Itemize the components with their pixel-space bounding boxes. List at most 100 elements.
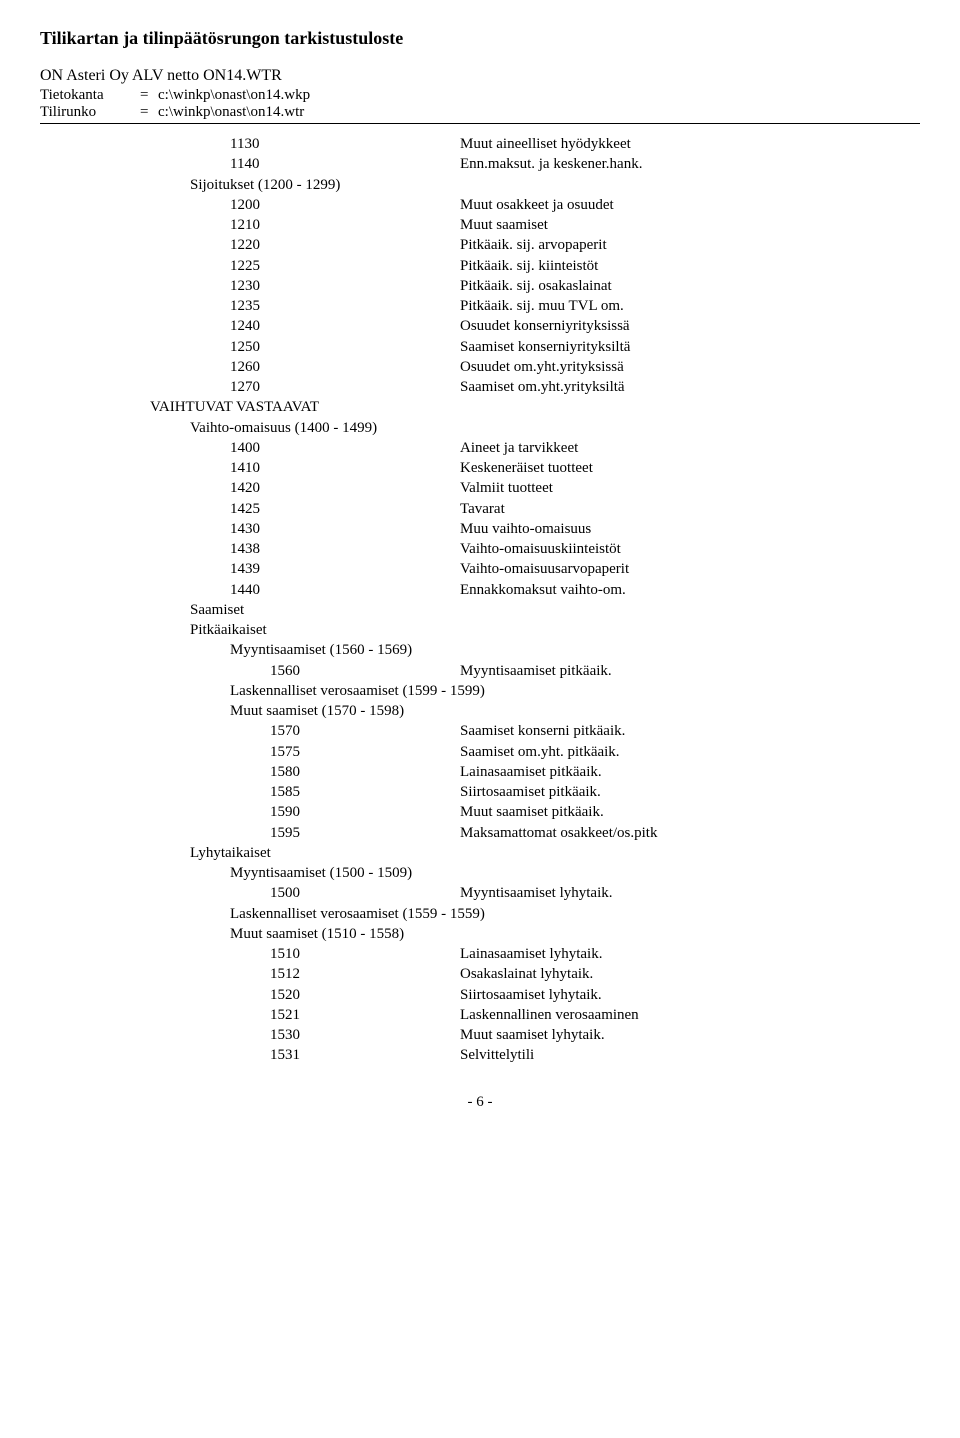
account-label: Pitkäaik. sij. osakaslainat (460, 276, 920, 296)
account-row: 1575Saamiset om.yht. pitkäaik. (150, 742, 920, 762)
account-code: 1420 (230, 478, 460, 498)
account-row: Saamiset (150, 600, 920, 620)
account-label: Enn.maksut. ja keskener.hank. (460, 154, 920, 174)
account-code: 1521 (270, 1005, 460, 1025)
account-row: 1200Muut osakkeet ja osuudet (150, 195, 920, 215)
account-label: Saamiset om.yht. pitkäaik. (460, 742, 920, 762)
section-header: Muut saamiset (1510 - 1558) (150, 924, 404, 944)
section-header: Pitkäaikaiset (150, 620, 267, 640)
account-code: 1580 (270, 762, 460, 782)
account-code: 1260 (230, 357, 460, 377)
account-row: Pitkäaikaiset (150, 620, 920, 640)
account-code: 1270 (230, 377, 460, 397)
account-label: Osakaslainat lyhytaik. (460, 964, 920, 984)
account-code: 1140 (230, 154, 460, 174)
account-row: 1260Osuudet om.yht.yrityksissä (150, 357, 920, 377)
meta-label-tietokanta: Tietokanta (40, 87, 140, 104)
account-row: 1230Pitkäaik. sij. osakaslainat (150, 276, 920, 296)
account-row: Laskennalliset verosaamiset (1559 - 1559… (150, 904, 920, 924)
account-row: 1580Lainasaamiset pitkäaik. (150, 762, 920, 782)
account-code: 1220 (230, 235, 460, 255)
meta-value-tilirunko: c:\winkp\onast\on14.wtr (158, 104, 304, 121)
page-number: - 6 - (40, 1094, 920, 1111)
account-code: 1520 (270, 985, 460, 1005)
account-code: 1585 (270, 782, 460, 802)
account-label: Saamiset konserniyrityksiltä (460, 337, 920, 357)
account-row: 1250Saamiset konserniyrityksiltä (150, 337, 920, 357)
divider (40, 123, 920, 124)
section-header: Vaihto-omaisuus (1400 - 1499) (150, 418, 377, 438)
account-label: Keskeneräiset tuotteet (460, 458, 920, 478)
account-row: 1410Keskeneräiset tuotteet (150, 458, 920, 478)
account-label: Muut saamiset pitkäaik. (460, 802, 920, 822)
account-row: 1210Muut saamiset (150, 215, 920, 235)
account-label: Muu vaihto-omaisuus (460, 519, 920, 539)
account-row: 1521Laskennallinen verosaaminen (150, 1005, 920, 1025)
account-label: Maksamattomat osakkeet/os.pitk (460, 823, 920, 843)
account-label: Myyntisaamiset lyhytaik. (460, 883, 920, 903)
account-row: 1220Pitkäaik. sij. arvopaperit (150, 235, 920, 255)
account-row: 1425Tavarat (150, 499, 920, 519)
account-row: 1438Vaihto-omaisuuskiinteistöt (150, 539, 920, 559)
account-label: Siirtosaamiset lyhytaik. (460, 985, 920, 1005)
page-title: Tilikartan ja tilinpäätösrungon tarkistu… (40, 28, 920, 49)
account-label: Aineet ja tarvikkeet (460, 438, 920, 458)
account-row: 1560Myyntisaamiset pitkäaik. (150, 661, 920, 681)
account-row: Laskennalliset verosaamiset (1599 - 1599… (150, 681, 920, 701)
account-row: 1225Pitkäaik. sij. kiinteistöt (150, 256, 920, 276)
account-row: Myyntisaamiset (1500 - 1509) (150, 863, 920, 883)
account-label: Ennakkomaksut vaihto-om. (460, 580, 920, 600)
account-code: 1230 (230, 276, 460, 296)
meta-label-tilirunko: Tilirunko (40, 104, 140, 121)
account-listing: 1130Muut aineelliset hyödykkeet1140Enn.m… (40, 134, 920, 1066)
account-code: 1570 (270, 721, 460, 741)
account-row: 1590Muut saamiset pitkäaik. (150, 802, 920, 822)
account-code: 1425 (230, 499, 460, 519)
account-row: 1595Maksamattomat osakkeet/os.pitk (150, 823, 920, 843)
account-row: Myyntisaamiset (1560 - 1569) (150, 640, 920, 660)
account-row: 1270Saamiset om.yht.yrityksiltä (150, 377, 920, 397)
section-header: Sijoitukset (1200 - 1299) (150, 175, 340, 195)
account-row: Muut saamiset (1570 - 1598) (150, 701, 920, 721)
account-label: Selvittelytili (460, 1045, 920, 1065)
account-label: Tavarat (460, 499, 920, 519)
account-label: Muut aineelliset hyödykkeet (460, 134, 920, 154)
equals-sign: = (140, 104, 158, 121)
account-row: 1420Valmiit tuotteet (150, 478, 920, 498)
account-row: 1500Myyntisaamiset lyhytaik. (150, 883, 920, 903)
account-code: 1530 (270, 1025, 460, 1045)
account-code: 1439 (230, 559, 460, 579)
account-label: Pitkäaik. sij. arvopaperit (460, 235, 920, 255)
account-label: Valmiit tuotteet (460, 478, 920, 498)
account-code: 1410 (230, 458, 460, 478)
account-row: 1570Saamiset konserni pitkäaik. (150, 721, 920, 741)
page-subtitle: ON Asteri Oy ALV netto ON14.WTR (40, 67, 920, 85)
account-row: 1585Siirtosaamiset pitkäaik. (150, 782, 920, 802)
account-code: 1500 (270, 883, 460, 903)
account-row: 1512Osakaslainat lyhytaik. (150, 964, 920, 984)
account-row: Muut saamiset (1510 - 1558) (150, 924, 920, 944)
account-label: Osuudet om.yht.yrityksissä (460, 357, 920, 377)
account-code: 1225 (230, 256, 460, 276)
section-header: Laskennalliset verosaamiset (1599 - 1599… (150, 681, 485, 701)
account-row: 1530Muut saamiset lyhytaik. (150, 1025, 920, 1045)
account-row: 1531Selvittelytili (150, 1045, 920, 1065)
account-row: 1240Osuudet konserniyrityksissä (150, 316, 920, 336)
account-label: Lainasaamiset pitkäaik. (460, 762, 920, 782)
account-row: 1439Vaihto-omaisuusarvopaperit (150, 559, 920, 579)
account-row: Vaihto-omaisuus (1400 - 1499) (150, 418, 920, 438)
meta-row-tilirunko: Tilirunko = c:\winkp\onast\on14.wtr (40, 104, 920, 121)
account-label: Vaihto-omaisuusarvopaperit (460, 559, 920, 579)
meta-value-tietokanta: c:\winkp\onast\on14.wkp (158, 87, 310, 104)
account-label: Muut saamiset (460, 215, 920, 235)
account-row: 1510Lainasaamiset lyhytaik. (150, 944, 920, 964)
account-code: 1200 (230, 195, 460, 215)
account-label: Myyntisaamiset pitkäaik. (460, 661, 920, 681)
account-row: VAIHTUVAT VASTAAVAT (150, 397, 920, 417)
account-label: Saamiset om.yht.yrityksiltä (460, 377, 920, 397)
section-header: Myyntisaamiset (1560 - 1569) (150, 640, 412, 660)
account-row: 1440Ennakkomaksut vaihto-om. (150, 580, 920, 600)
account-row: Lyhytaikaiset (150, 843, 920, 863)
account-label: Saamiset konserni pitkäaik. (460, 721, 920, 741)
account-code: 1400 (230, 438, 460, 458)
